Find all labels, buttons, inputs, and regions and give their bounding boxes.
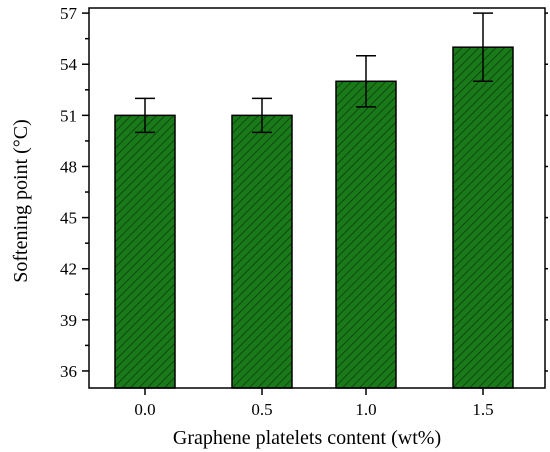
x-tick-label-0.5: 0.5 — [251, 400, 272, 419]
y-tick-label: 57 — [60, 4, 78, 23]
bar-1.5 — [452, 46, 514, 389]
x-tick-label-1.5: 1.5 — [472, 400, 493, 419]
y-tick-label: 48 — [60, 157, 77, 176]
bar-0.5 — [231, 114, 293, 389]
plot-frame — [88, 7, 546, 389]
y-tick-label: 36 — [60, 362, 77, 381]
plot-area: 36 39 42 45 48 51 54 57 0.0 0.5 1.0 1.5 — [60, 4, 548, 419]
x-tick-label-1.0: 1.0 — [355, 400, 376, 419]
y-tick-label: 54 — [60, 55, 78, 74]
x-axis-title: Graphene platelets content (wt%) — [173, 427, 441, 449]
bar-1.0 — [335, 80, 397, 389]
y-tick-label: 42 — [60, 260, 77, 279]
bar-0.0 — [114, 114, 176, 389]
y-tick-label: 45 — [60, 209, 77, 228]
y-axis-title: Softening point (°C) — [10, 119, 32, 283]
y-tick-label: 51 — [60, 106, 77, 125]
x-tick-label-0.0: 0.0 — [134, 400, 155, 419]
y-tick-label: 39 — [60, 311, 77, 330]
